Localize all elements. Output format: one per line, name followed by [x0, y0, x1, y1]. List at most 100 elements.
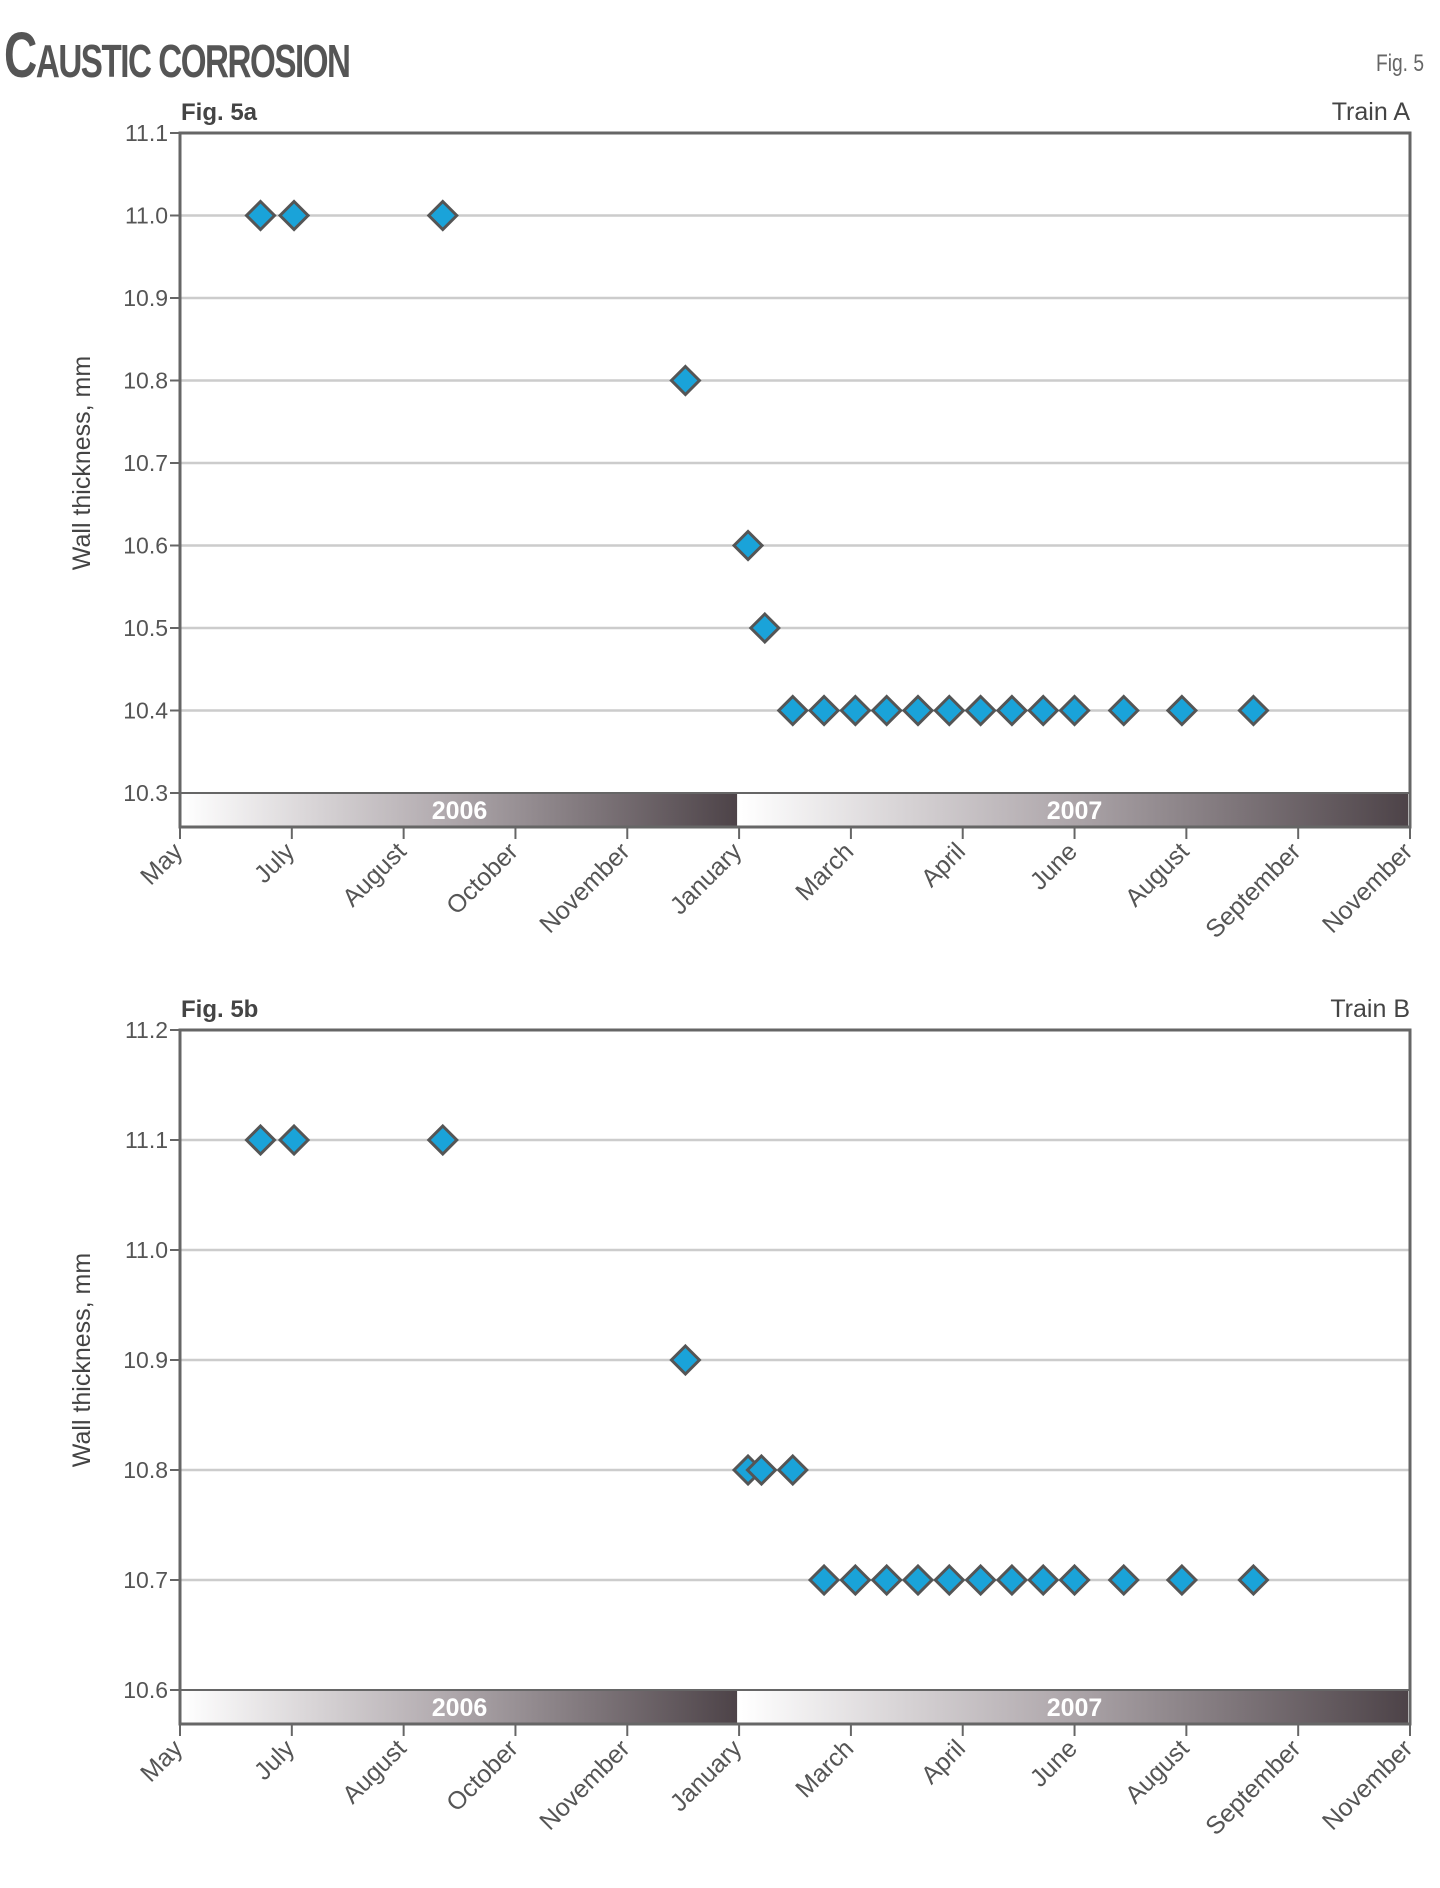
data-point: [426, 1123, 459, 1157]
data-point: [277, 199, 311, 232]
panel-label: Fig. 5a: [181, 99, 258, 126]
plot-frame: [178, 131, 1412, 829]
x-tick-label: May: [135, 837, 189, 891]
data-point: [244, 1123, 277, 1157]
y-tick-label: 10.5: [123, 615, 168, 641]
data-point: [1237, 694, 1270, 727]
data-point: [933, 694, 966, 727]
data-point: [776, 1453, 809, 1487]
data-point: [901, 694, 935, 727]
data-point: [745, 1453, 778, 1487]
year-band-label: 2006: [432, 1694, 488, 1722]
data-point: [964, 1563, 997, 1597]
series-label: Train A: [1332, 98, 1411, 126]
y-tick-label: 10.6: [123, 533, 168, 559]
data-point: [731, 529, 765, 562]
x-tick-label: August: [1120, 1734, 1195, 1809]
y-tick-label: 11.0: [125, 203, 168, 229]
data-point: [1027, 694, 1060, 727]
y-tick-label: 10.7: [123, 450, 168, 476]
y-tick-label: 10.3: [123, 780, 168, 806]
x-tick-label: April: [916, 1734, 971, 1789]
y-tick-label: 10.8: [123, 1457, 168, 1483]
x-tick-label: May: [135, 1734, 189, 1788]
data-point: [426, 199, 459, 232]
y-tick-label: 10.7: [123, 1567, 168, 1593]
x-tick-label: June: [1025, 1734, 1083, 1792]
x-tick-label: September: [1200, 837, 1306, 943]
data-point: [1165, 1563, 1199, 1597]
data-point: [1058, 694, 1091, 727]
series-label: Train B: [1330, 995, 1410, 1023]
data-point: [839, 694, 872, 727]
x-tick-label: October: [441, 837, 524, 920]
data-point: [277, 1123, 311, 1157]
data-point: [244, 199, 277, 232]
x-tick-label: April: [916, 837, 971, 892]
panel-label: Fig. 5b: [181, 996, 258, 1023]
data-point: [995, 694, 1029, 727]
y-axis-label: Wall thickness, mm: [68, 1253, 96, 1467]
data-point: [995, 1563, 1029, 1597]
x-tick-label: August: [337, 837, 412, 912]
y-tick-label: 10.6: [123, 1677, 168, 1703]
x-tick-label: November: [534, 1734, 635, 1835]
data-point: [807, 1563, 841, 1597]
year-band: [741, 1690, 1408, 1724]
x-tick-label: October: [441, 1734, 524, 1817]
y-axis-label: Wall thickness, mm: [68, 356, 96, 570]
plot-frame: [178, 1028, 1412, 1726]
data-point: [1165, 694, 1199, 727]
y-tick-label: 10.4: [123, 698, 168, 724]
year-band: [182, 1690, 738, 1724]
data-point: [669, 1343, 702, 1377]
data-point: [776, 694, 809, 727]
x-tick-label: June: [1025, 837, 1083, 895]
year-band: [741, 793, 1408, 827]
data-point: [901, 1563, 935, 1597]
data-point: [1237, 1563, 1270, 1597]
chart-title: Caustic corrosion: [4, 18, 351, 92]
x-tick-label: November: [1317, 1734, 1418, 1835]
year-band-label: 2007: [1047, 1694, 1103, 1722]
x-tick-label: July: [249, 837, 301, 889]
data-point: [669, 364, 702, 397]
year-band-label: 2006: [432, 797, 488, 825]
y-tick-label: 11.1: [125, 1127, 168, 1153]
panel-train-a: Fig. 5a Train A 10.3 10.4 10.5 10.6 10.7 10.8 10…: [68, 98, 1418, 944]
x-tick-label: January: [665, 1734, 748, 1817]
y-tick-label: 11.2: [125, 1017, 168, 1043]
data-point: [870, 694, 903, 727]
x-tick-label: August: [337, 1734, 412, 1809]
x-tick-label: March: [790, 837, 859, 906]
y-tick-label: 11.0: [125, 1237, 168, 1263]
year-band: [182, 793, 738, 827]
data-point: [870, 1563, 903, 1597]
data-point: [1058, 1563, 1091, 1597]
data-point: [1027, 1563, 1060, 1597]
y-tick-label: 10.9: [123, 1347, 168, 1373]
y-tick-label: 10.8: [123, 368, 168, 394]
data-point: [839, 1563, 872, 1597]
data-point: [964, 694, 997, 727]
panel-train-b: Fig. 5b Train B 10.6 10.7 10.8 10.9 11.0 11.1 11…: [68, 995, 1418, 1841]
x-tick-label: November: [1317, 837, 1418, 938]
chart-title-rest: austic corrosion: [35, 35, 351, 87]
data-point: [748, 611, 781, 645]
x-tick-label: August: [1120, 837, 1195, 912]
x-tick-label: November: [534, 837, 635, 938]
y-tick-label: 11.1: [125, 120, 168, 146]
x-tick-label: March: [790, 1734, 859, 1803]
x-tick-label: January: [665, 837, 748, 920]
data-point: [1107, 694, 1140, 727]
x-tick-label: July: [249, 1734, 301, 1786]
data-point: [807, 694, 841, 727]
chart-title-first-letter: C: [4, 19, 37, 91]
year-band-label: 2007: [1047, 797, 1103, 825]
data-point: [1107, 1563, 1140, 1597]
data-point: [933, 1563, 966, 1597]
y-tick-label: 10.9: [123, 285, 168, 311]
x-tick-label: September: [1200, 1734, 1306, 1840]
figure-number-label: Fig. 5: [1375, 50, 1424, 77]
